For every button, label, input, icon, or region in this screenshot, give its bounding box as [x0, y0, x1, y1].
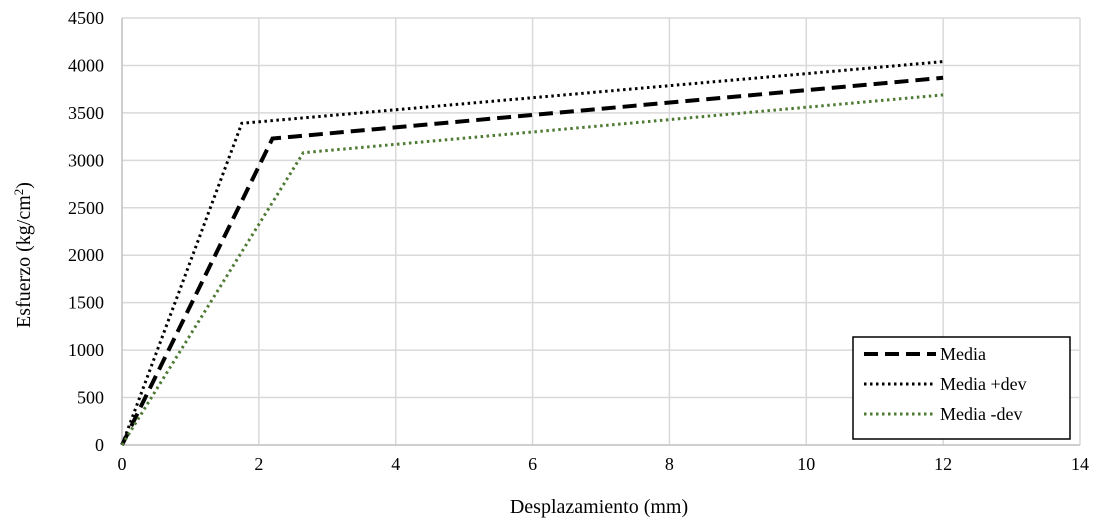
y-tick-label: 4500	[68, 8, 104, 28]
y-tick-label: 3000	[68, 150, 104, 170]
x-tick-label: 4	[391, 454, 400, 474]
y-tick-label: 4000	[68, 55, 104, 75]
x-tick-label: 12	[934, 454, 952, 474]
y-tick-label: 1500	[68, 293, 104, 313]
legend-label-media: Media	[940, 344, 986, 364]
x-tick-label: 8	[665, 454, 674, 474]
y-axis-title-superscript: 2	[11, 189, 26, 196]
x-tick-label: 0	[118, 454, 127, 474]
y-axis-title: Esfuerzo (kg/cm2)	[11, 182, 35, 328]
y-axis-title-close: )	[13, 182, 35, 189]
x-tick-label: 2	[254, 454, 263, 474]
legend-label-media-dev: Media +dev	[940, 374, 1027, 394]
tick-labels: 0 2 4 6 8 10 12 14 0 500 1000 1500 2000 2500 3000 3500 4…	[68, 8, 1089, 474]
y-tick-label: 500	[77, 388, 104, 408]
axes	[121, 18, 1080, 446]
y-tick-label: 2500	[68, 198, 104, 218]
series-line-media-dev	[120, 60, 944, 446]
x-tick-label: 10	[797, 454, 815, 474]
series-line-media-dev	[120, 93, 944, 446]
y-axis-title-main: Esfuerzo (kg/cm	[13, 195, 35, 328]
x-axis-title: Desplazamiento (mm)	[510, 496, 688, 518]
legend-label-media-dev: Media -dev	[940, 404, 1022, 424]
y-tick-label: 2000	[68, 245, 104, 265]
y-tick-label: 0	[95, 435, 104, 455]
grid	[122, 17, 1081, 445]
y-tick-label: 3500	[68, 103, 104, 123]
y-tick-label: 1000	[68, 340, 104, 360]
x-tick-label: 6	[528, 454, 537, 474]
series-line-media	[120, 75, 944, 446]
x-tick-label: 14	[1071, 454, 1089, 474]
series-lines	[120, 60, 944, 446]
legend: Media Media +dev Media -dev	[852, 336, 1071, 440]
